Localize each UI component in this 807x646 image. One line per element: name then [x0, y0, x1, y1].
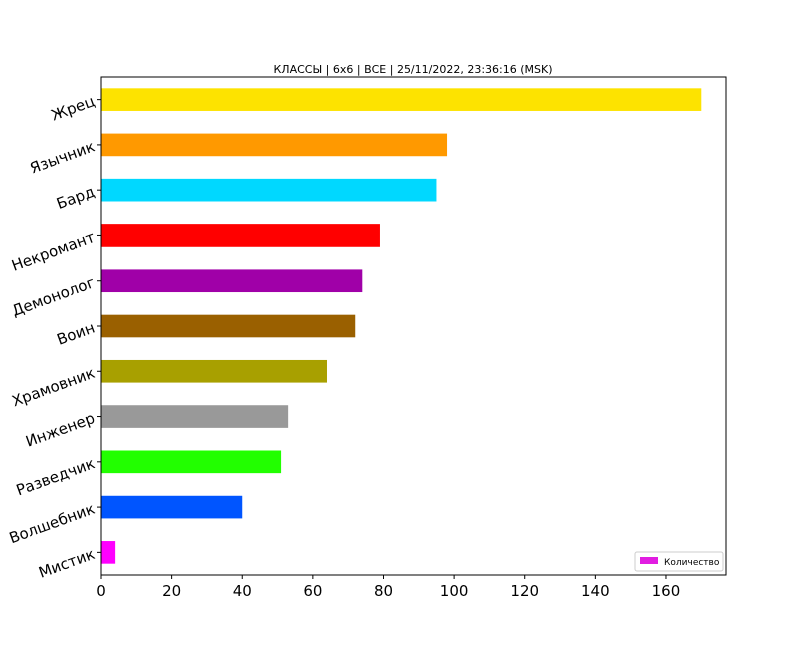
bar-10	[101, 541, 116, 564]
bar-7	[101, 405, 289, 428]
y-tick-label: Воин	[55, 318, 98, 348]
x-tick-label: 40	[233, 582, 252, 600]
x-tick-label: 60	[303, 582, 322, 600]
bar-2	[101, 178, 437, 202]
bar-9	[101, 495, 243, 519]
bar-4	[101, 269, 363, 293]
legend-box	[634, 551, 724, 572]
y-tick-label: Некромант	[9, 228, 97, 275]
y-tick-label: Разведчик	[14, 454, 98, 499]
y-tick-label: Бард	[54, 183, 97, 213]
y-tick-label: Храмовник	[10, 364, 98, 411]
legend: Количество	[634, 551, 724, 572]
bar-5	[101, 314, 356, 338]
x-tick-label: 80	[374, 582, 393, 600]
bar-3	[101, 224, 380, 247]
y-tick-label: Волшебник	[7, 500, 98, 548]
bar-8	[101, 450, 282, 474]
legend-swatch	[640, 557, 658, 564]
x-tick-label: 100	[440, 582, 469, 600]
legend-label: Количество	[664, 558, 720, 568]
y-tick-label: Инженер	[23, 409, 97, 451]
x-tick-label: 140	[581, 582, 610, 600]
x-tick-label: 120	[510, 582, 539, 600]
x-tick-label: 20	[162, 582, 181, 600]
bar-0	[101, 88, 702, 111]
plot-frame	[100, 76, 727, 576]
y-tick-label: Демонолог	[9, 273, 97, 320]
y-tick-label: Язычник	[28, 137, 98, 177]
x-tick-label: 160	[652, 582, 681, 600]
chart-title: КЛАССЫ | 6x6 | ВСЕ | 25/11/2022, 23:36:1…	[273, 63, 552, 76]
x-tick-label: 0	[96, 582, 106, 600]
bar-6	[101, 359, 327, 383]
bar-1	[101, 133, 448, 157]
y-tick-label: Мистик	[36, 545, 97, 582]
y-tick-label: Жрец	[49, 92, 98, 124]
